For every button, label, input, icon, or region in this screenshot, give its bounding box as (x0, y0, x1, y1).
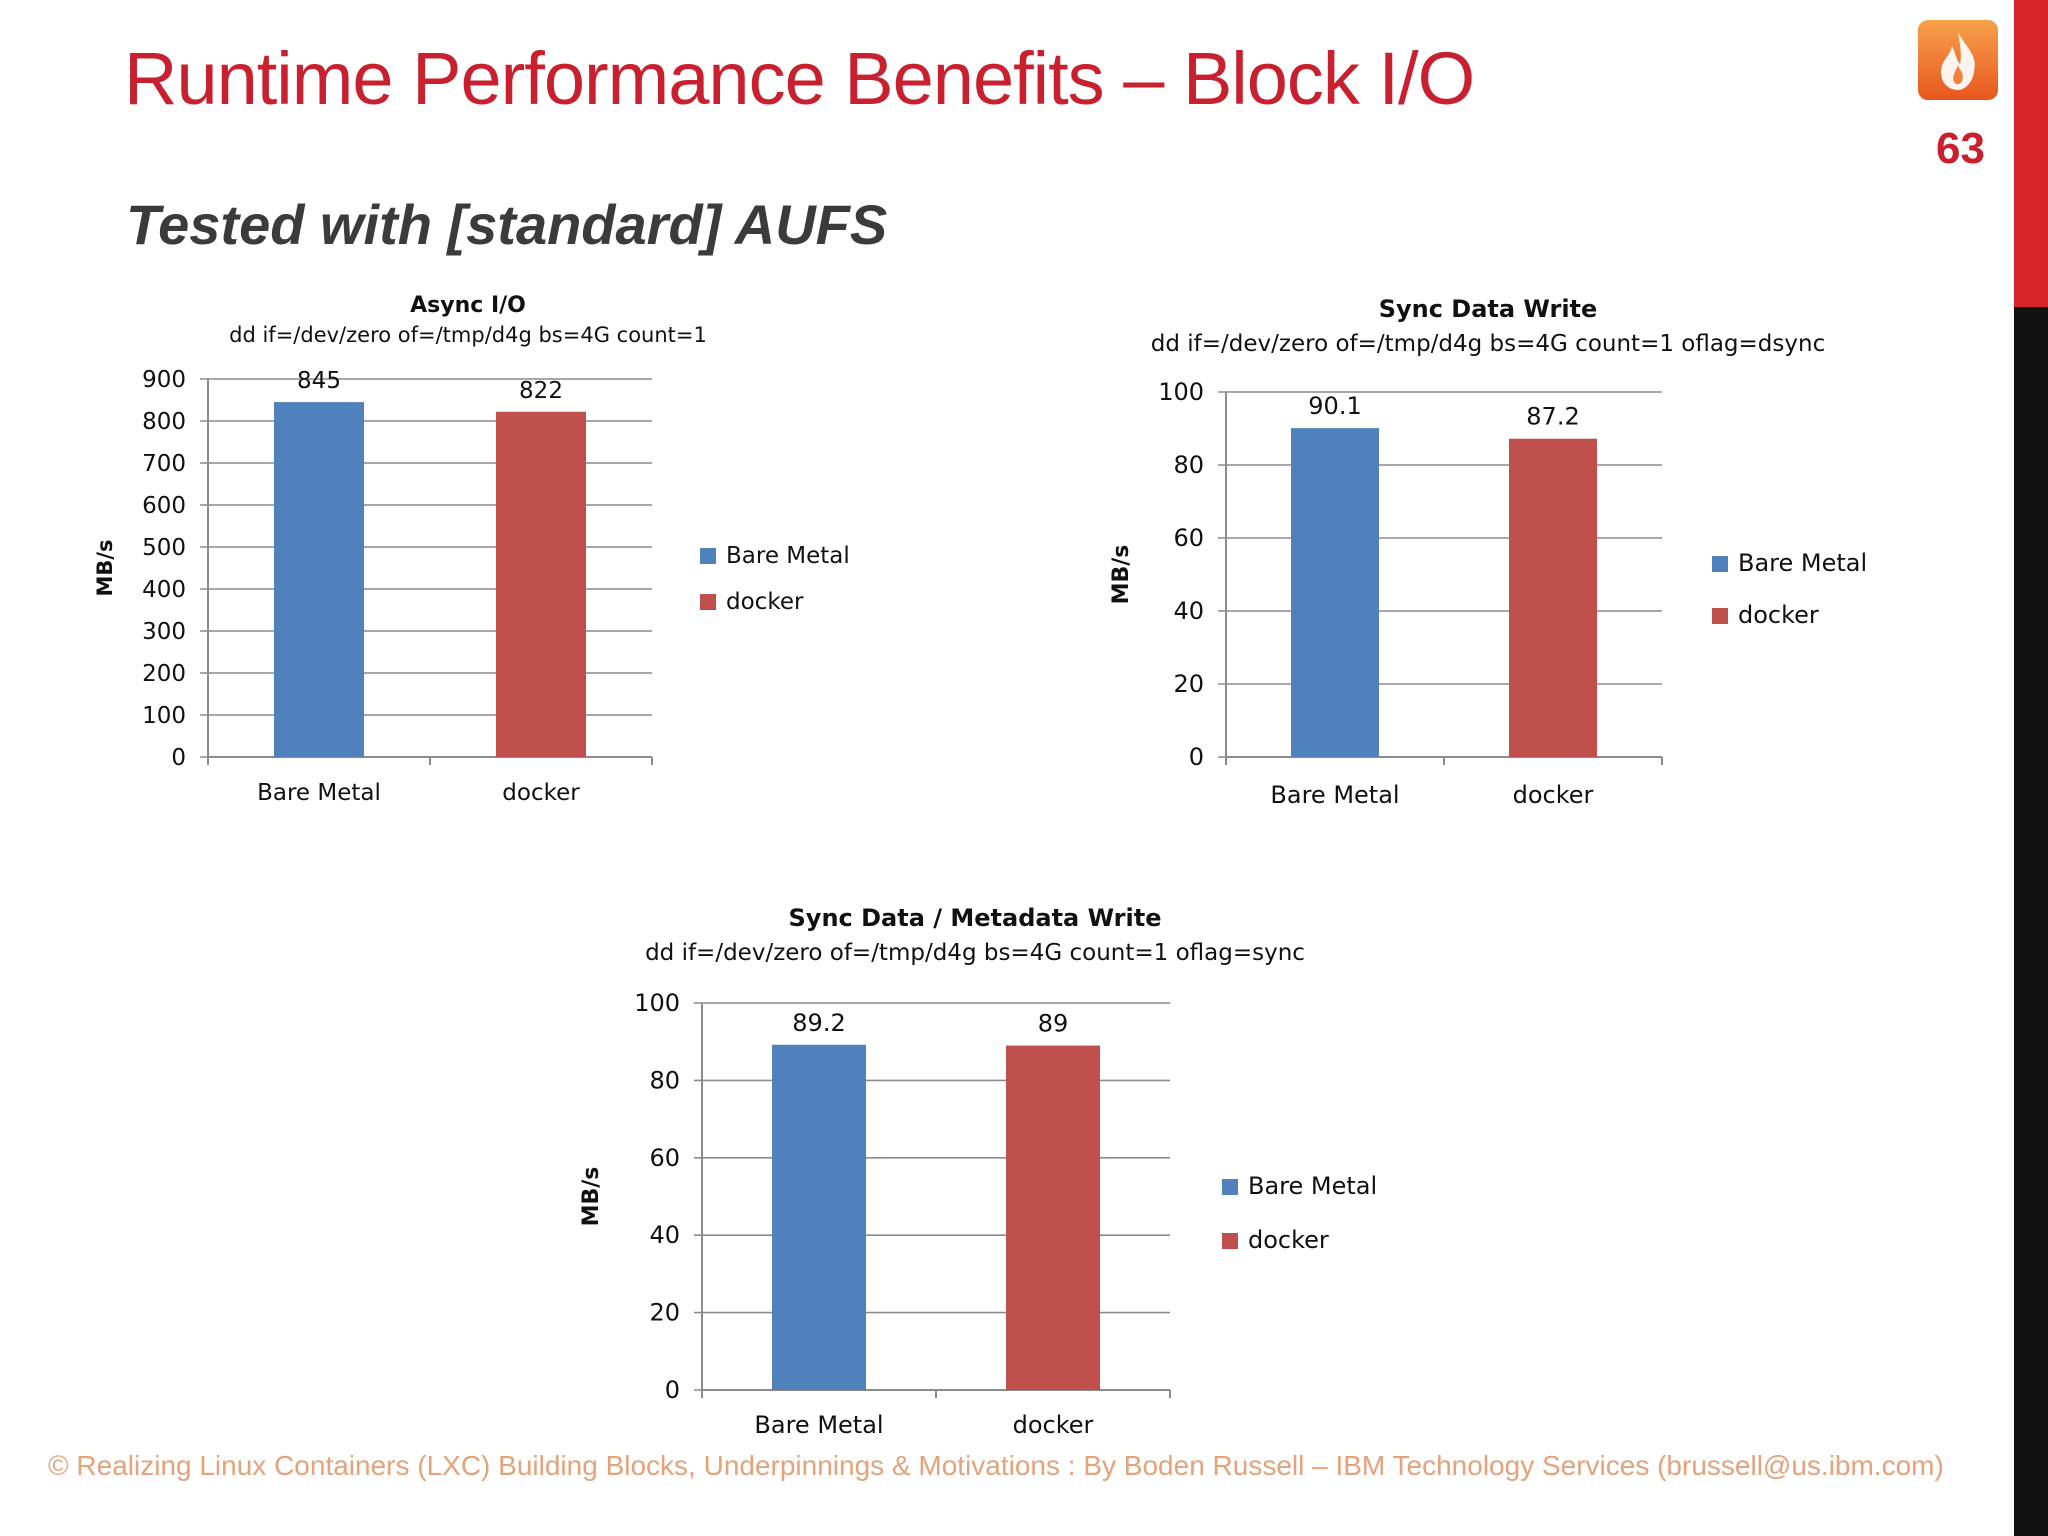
chart-title: Sync Data / Metadata Write (789, 904, 1162, 932)
bar-docker (1509, 438, 1597, 757)
category-label-bare-metal: Bare Metal (1270, 781, 1399, 809)
y-tick-label: 200 (142, 661, 186, 687)
data-label-bare-metal: 89.2 (792, 1009, 845, 1037)
chart-subtitle: dd if=/dev/zero of=/tmp/d4g bs=4G count=… (1151, 331, 1825, 357)
slide-title: Runtime Performance Benefits – Block I/O (124, 37, 1475, 120)
category-label-docker: docker (1013, 1411, 1094, 1439)
y-tick-label: 0 (171, 745, 186, 771)
bar-bare-metal (772, 1044, 866, 1390)
legend-swatch-bare-metal (700, 548, 716, 564)
y-tick-label: 0 (1189, 743, 1204, 771)
legend-swatch-docker (1712, 608, 1728, 624)
y-axis-label: MB/s (579, 1167, 604, 1227)
chart-title: Async I/O (410, 293, 526, 318)
category-label-bare-metal: Bare Metal (754, 1411, 883, 1439)
y-tick-label: 800 (142, 409, 186, 435)
y-tick-label: 100 (634, 989, 680, 1017)
flame-icon (1918, 20, 1998, 100)
category-label-docker: docker (502, 780, 580, 806)
async-io-chart: Async I/O dd if=/dev/zero of=/tmp/d4g bs=… (93, 293, 850, 806)
y-axis-label: MB/s (93, 539, 117, 596)
bar-docker (496, 411, 586, 757)
data-label-docker: 822 (519, 378, 563, 404)
legend-swatch-docker (700, 594, 716, 610)
side-accent-bar (2014, 0, 2048, 307)
bar-docker (1006, 1045, 1100, 1390)
slide-subtitle: Tested with [standard] AUFS (126, 193, 888, 256)
bar-bare-metal (274, 402, 364, 757)
y-tick-label: 40 (649, 1221, 680, 1249)
legend-swatch-bare-metal (1222, 1179, 1238, 1195)
side-dark-bar (2014, 307, 2048, 1536)
sync-data-write-chart: Sync Data Write dd if=/dev/zero of=/tmp/d… (1109, 295, 1867, 809)
y-tick-label: 40 (1173, 597, 1204, 625)
y-tick-label: 80 (1173, 451, 1204, 479)
chart-subtitle: dd if=/dev/zero of=/tmp/d4g bs=4G count=… (229, 323, 707, 347)
y-tick-label: 600 (142, 493, 186, 519)
legend-label-docker: docker (1248, 1226, 1329, 1254)
y-tick-label: 300 (142, 619, 186, 645)
y-tick-label: 100 (1158, 378, 1204, 406)
y-tick-label: 500 (142, 535, 186, 561)
category-label-docker: docker (1513, 781, 1594, 809)
y-tick-label: 20 (649, 1299, 680, 1327)
bar-bare-metal (1291, 428, 1379, 757)
page-number: 63 (1936, 124, 1985, 173)
footer-copyright: © Realizing Linux Containers (LXC) Build… (48, 1450, 1944, 1481)
legend-label-docker: docker (726, 589, 804, 615)
chart-title: Sync Data Write (1379, 295, 1598, 323)
data-label-docker: 87.2 (1526, 403, 1579, 431)
legend-label-docker: docker (1738, 601, 1819, 629)
y-tick-label: 20 (1173, 670, 1204, 698)
y-tick-label: 700 (142, 451, 186, 477)
chart-subtitle: dd if=/dev/zero of=/tmp/d4g bs=4G count=… (645, 940, 1305, 966)
y-tick-label: 80 (649, 1066, 680, 1094)
y-tick-label: 100 (142, 703, 186, 729)
y-tick-label: 60 (1173, 524, 1204, 552)
category-label-bare-metal: Bare Metal (257, 780, 381, 806)
data-label-bare-metal: 90.1 (1308, 392, 1361, 420)
sync-data-metadata-write-chart: Sync Data / Metadata Write dd if=/dev/zer… (579, 904, 1377, 1439)
data-label-bare-metal: 845 (297, 368, 341, 394)
y-tick-label: 900 (142, 367, 186, 393)
legend-label-bare-metal: Bare Metal (726, 543, 850, 569)
legend-swatch-docker (1222, 1233, 1238, 1249)
y-tick-label: 0 (665, 1376, 680, 1404)
y-tick-label: 60 (649, 1144, 680, 1172)
data-label-docker: 89 (1038, 1010, 1069, 1038)
legend-swatch-bare-metal (1712, 556, 1728, 572)
y-axis-label: MB/s (1109, 545, 1134, 605)
legend-label-bare-metal: Bare Metal (1738, 549, 1867, 577)
legend-label-bare-metal: Bare Metal (1248, 1172, 1377, 1200)
y-tick-label: 400 (142, 577, 186, 603)
